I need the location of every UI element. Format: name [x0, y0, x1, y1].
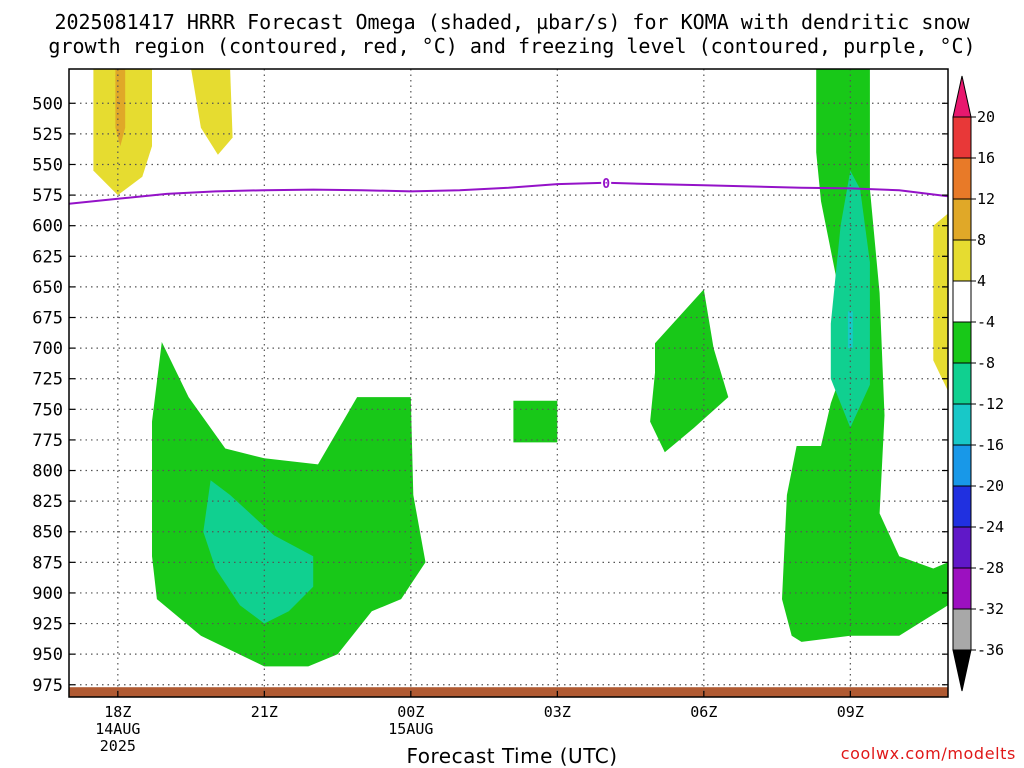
colorbar-label-3: 8 [977, 231, 986, 249]
colorbar-box-9 [952, 485, 972, 528]
xtick-label-9-0: 03Z [544, 703, 571, 721]
xtick-label-0-2: 2025 [100, 737, 136, 755]
omega-region-1 [115, 69, 126, 147]
colorbar-label-2: 12 [977, 190, 995, 208]
colorbar-label-6: -8 [977, 354, 995, 372]
colorbar-box-3 [952, 239, 972, 282]
plot-frame [68, 68, 949, 698]
colorbar-box-0 [952, 116, 972, 159]
colorbar: 20 16 12 8 4 -4 -8 -12 -16 -20 -24 -28 -32 -36 [952, 75, 1004, 692]
freezing-level-contour: 0 [69, 174, 948, 205]
colorbar-label-0: 20 [977, 108, 995, 126]
colorbar-label-8: -16 [977, 436, 1004, 454]
colorbar-box-10 [952, 526, 972, 569]
colorbar-label-9: -20 [977, 477, 1004, 495]
xtick-label-6-0: 00Z [397, 703, 424, 721]
x-axis-title: Forecast Time (UTC) [406, 744, 618, 768]
colorbar-label-10: -24 [977, 518, 1004, 536]
ytick-label-725: 725 [32, 370, 63, 390]
xtick-label-0-0: 18Z [104, 703, 131, 721]
ytick-label-575: 575 [32, 186, 63, 206]
chart-title-line2: growth region (contoured, red, °C) and f… [48, 34, 976, 58]
xtick-label-12-0: 06Z [690, 703, 717, 721]
omega-shading [93, 69, 948, 667]
chart-title-line1: 2025081417 HRRR Forecast Omega (shaded, … [54, 10, 970, 34]
colorbar-box-12 [952, 608, 972, 651]
ytick-label-900: 900 [32, 584, 63, 604]
ytick-label-975: 975 [32, 676, 63, 696]
colorbar-label-11: -28 [977, 559, 1004, 577]
ytick-label-550: 550 [32, 155, 63, 175]
colorbar-top-triangle [952, 75, 972, 118]
ytick-label-850: 850 [32, 523, 63, 543]
colorbar-bottom-triangle [952, 649, 972, 692]
colorbar-label-7: -12 [977, 395, 1004, 413]
ytick-label-650: 650 [32, 278, 63, 298]
omega-region-9 [830, 170, 870, 428]
colorbar-box-6 [952, 362, 972, 405]
ytick-label-525: 525 [32, 125, 63, 145]
surface-terrain [69, 687, 948, 697]
omega-region-7 [650, 289, 729, 453]
ytick-label-675: 675 [32, 309, 63, 329]
ytick-label-875: 875 [32, 553, 63, 573]
ytick-label-750: 750 [32, 400, 63, 420]
colorbar-box-7 [952, 403, 972, 446]
ytick-label-600: 600 [32, 217, 63, 237]
pressure-axis: 500 525 550 575 600 625 650 675 700 725 750 775 800 8… [32, 94, 948, 696]
colorbar-box-5 [952, 321, 972, 364]
omega-region-6 [513, 400, 558, 443]
ytick-label-775: 775 [32, 431, 63, 451]
omega-region-2 [191, 69, 233, 155]
colorbar-box-1 [952, 157, 972, 200]
colorbar-label-4: 4 [977, 272, 986, 290]
freezing-level-line [69, 181, 948, 205]
colorbar-label-5: -4 [977, 313, 995, 331]
colorbar-box-2 [952, 198, 972, 241]
source-credit: coolwx.com/modelts [840, 744, 1016, 763]
colorbar-box-11 [952, 567, 972, 610]
surface-band [69, 687, 948, 697]
ytick-label-950: 950 [32, 645, 63, 665]
freezing-level-label-bg [601, 174, 612, 189]
xtick-label-15-0: 09Z [837, 703, 864, 721]
gridlines [69, 69, 948, 697]
colorbar-box-4 [952, 280, 972, 323]
omega-region-10 [847, 311, 853, 349]
colorbar-label-12: -32 [977, 600, 1004, 618]
xtick-label-6-1: 15AUG [388, 720, 433, 738]
xtick-label-3-0: 21Z [251, 703, 278, 721]
colorbar-box-8 [952, 444, 972, 487]
ytick-label-625: 625 [32, 247, 63, 267]
xtick-label-0-1: 14AUG [95, 720, 140, 738]
freezing-level-label: 0 [602, 177, 610, 192]
omega-region-4 [152, 342, 426, 667]
ytick-label-825: 825 [32, 492, 63, 512]
colorbar-label-13: -36 [977, 641, 1004, 659]
ytick-label-925: 925 [32, 615, 63, 635]
omega-region-3 [933, 213, 948, 391]
ytick-label-500: 500 [32, 94, 63, 114]
colorbar-label-1: 16 [977, 149, 995, 167]
ytick-label-800: 800 [32, 462, 63, 482]
ytick-label-700: 700 [32, 339, 63, 359]
omega-region-5 [203, 480, 314, 624]
